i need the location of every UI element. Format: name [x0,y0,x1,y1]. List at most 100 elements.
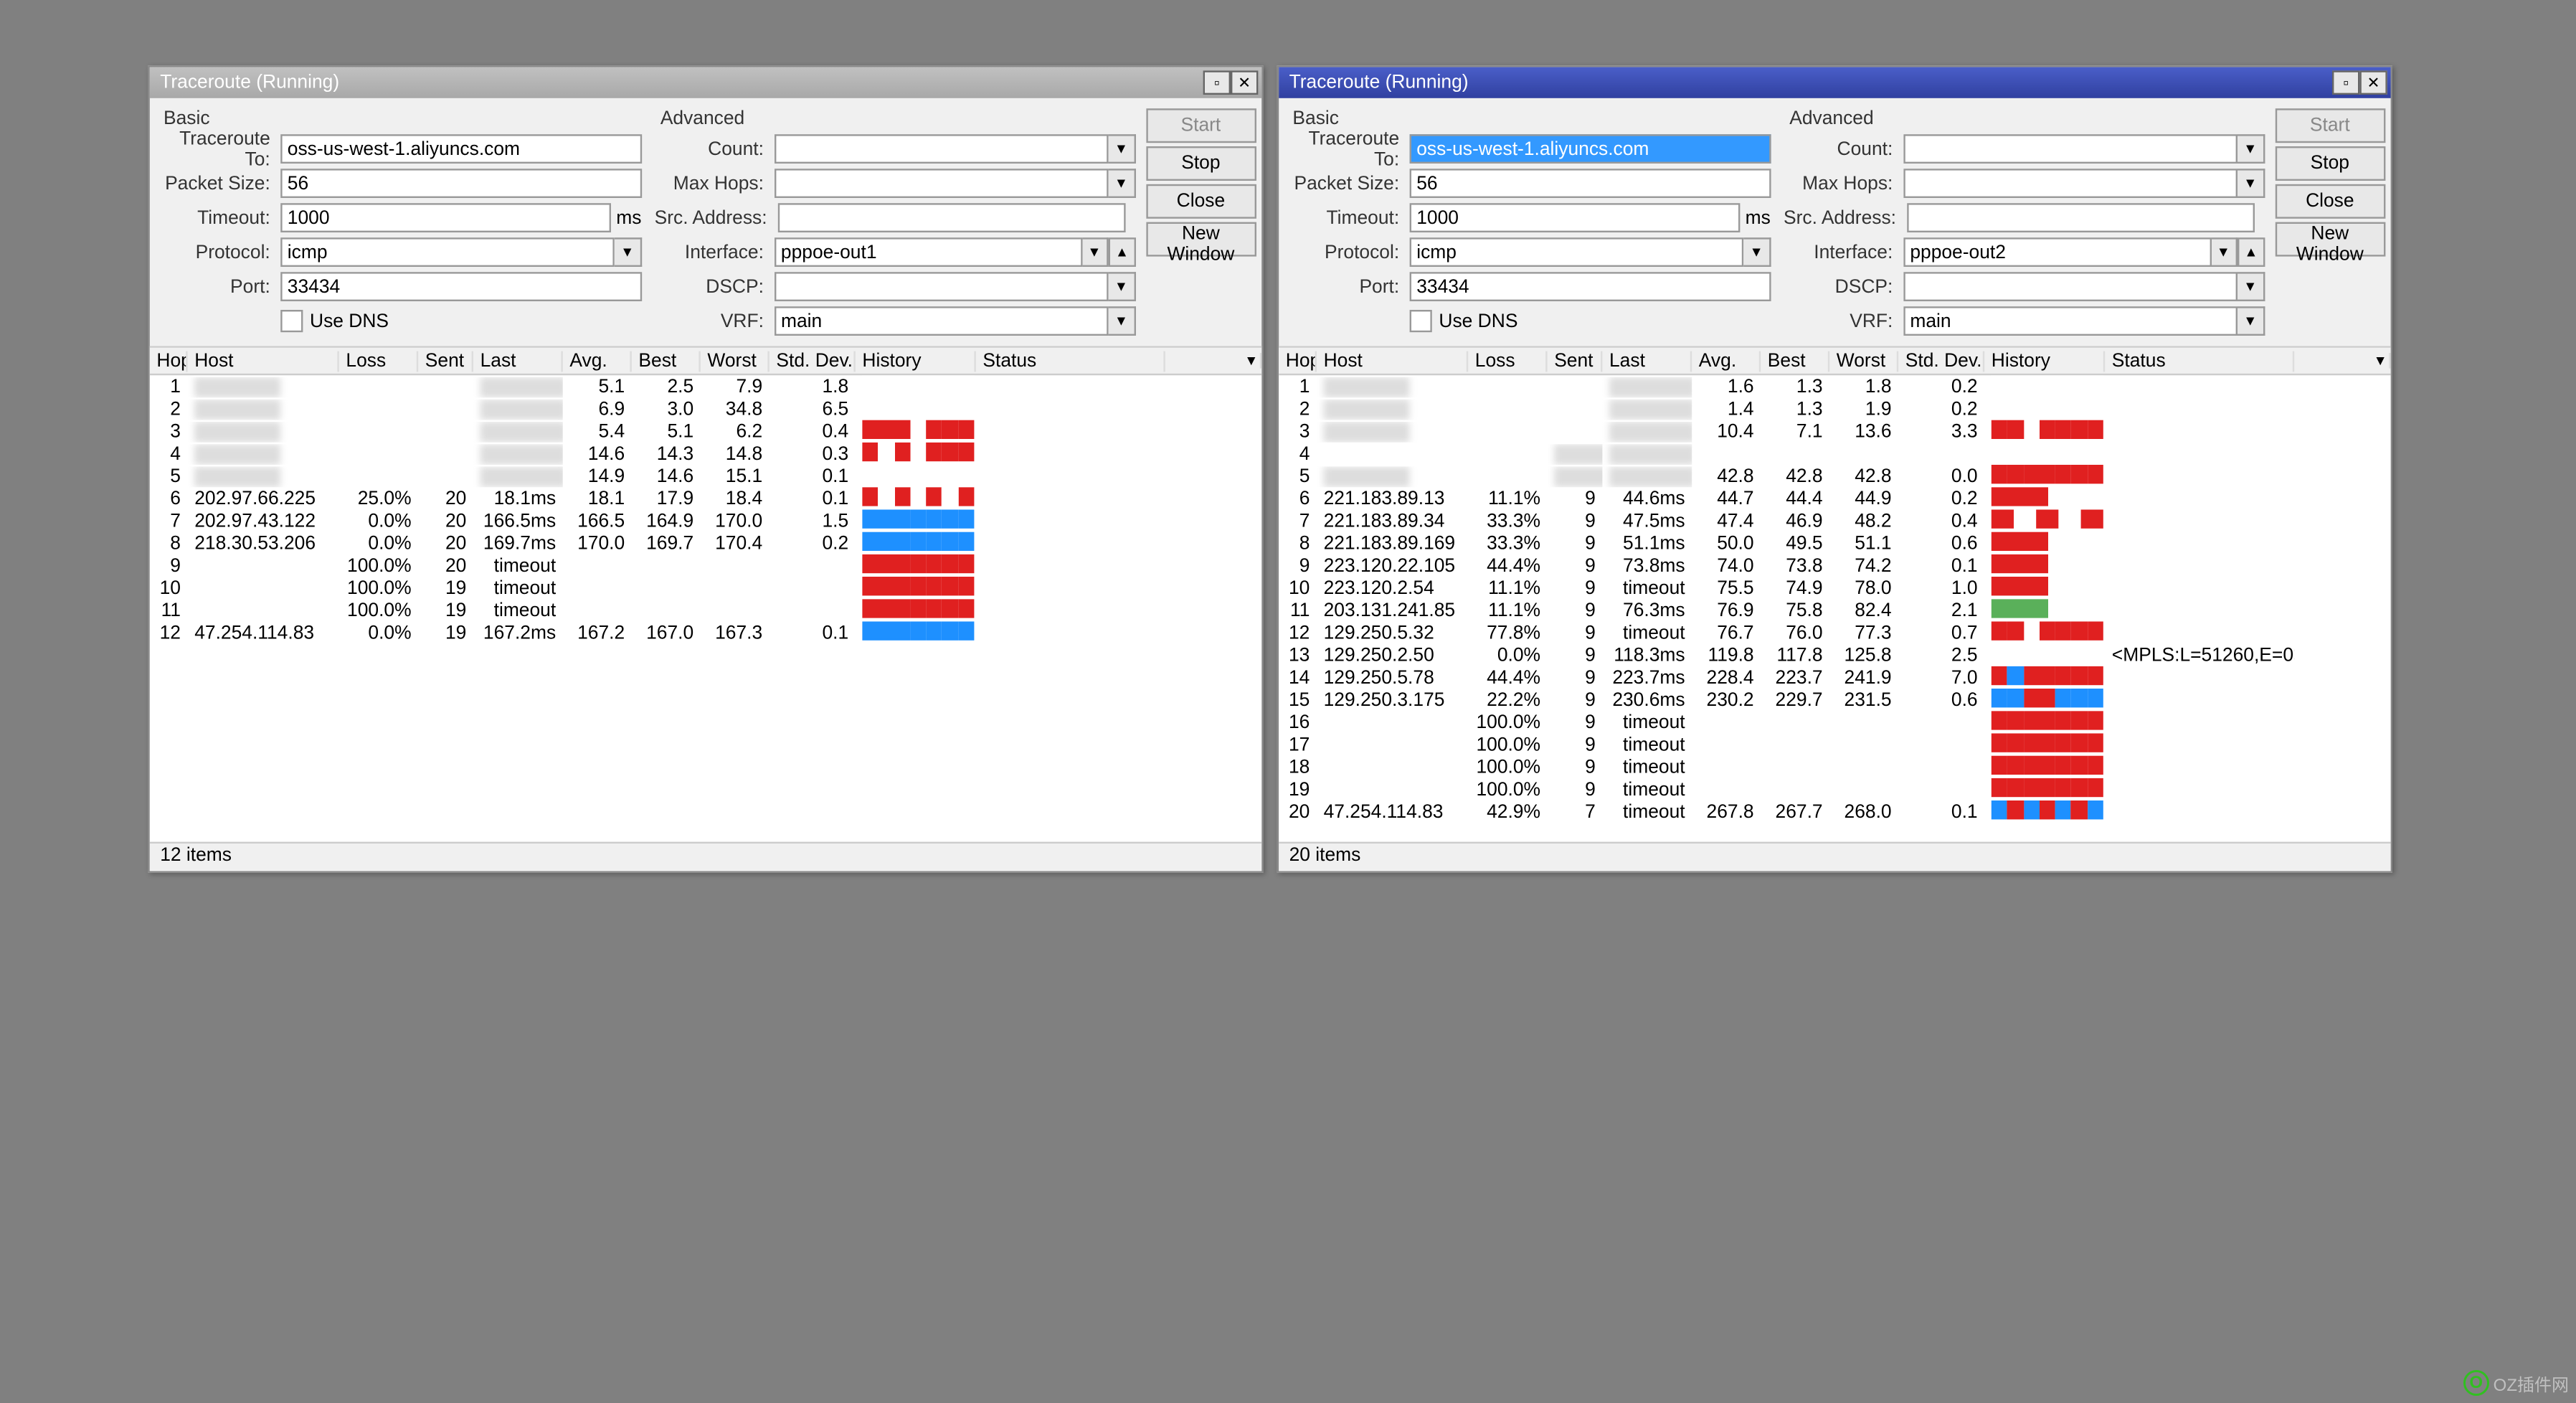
column-header[interactable]: Status [2105,350,2294,371]
column-header[interactable]: Host [1317,350,1468,371]
dscp-dropdown-icon[interactable]: ▼ [1109,272,1135,301]
packet-size-input[interactable] [280,169,642,198]
protocol-input[interactable] [1410,237,1744,267]
minimize-button[interactable]: ▫ [2332,70,2359,95]
table-row[interactable]: 8221.183.89.16933.3%951.1ms50.049.551.10… [1279,532,2390,554]
traceroute-to-input[interactable] [1410,134,1771,164]
column-header[interactable]: Best [1761,350,1829,371]
interface-up-icon[interactable]: ▲ [1109,237,1135,267]
table-row[interactable]: 2xxxxxx1.41.31.90.2 [1279,397,2390,420]
start-button[interactable]: Start [2275,108,2385,143]
src-address-input[interactable] [1906,203,2254,232]
protocol-input[interactable] [280,237,615,267]
timeout-input[interactable] [280,203,611,232]
interface-input[interactable] [774,237,1081,267]
vrf-dropdown-icon[interactable]: ▼ [2238,306,2264,336]
table-row[interactable]: 3xxxxxx10.47.113.63.3 [1279,420,2390,443]
table-row[interactable]: 11203.131.241.8511.1%976.3ms76.975.882.4… [1279,599,2390,621]
table-row[interactable]: 1247.254.114.830.0%19167.2ms167.2167.016… [150,621,1261,643]
column-header[interactable]: Host [188,350,339,371]
minimize-button[interactable]: ▫ [1203,70,1231,95]
count-dropdown-icon[interactable]: ▼ [1109,134,1135,164]
protocol-dropdown-icon[interactable]: ▼ [615,237,642,267]
port-input[interactable] [1410,272,1771,301]
column-header[interactable]: Std. Dev. [1898,350,1984,371]
count-dropdown-icon[interactable]: ▼ [2238,134,2264,164]
table-row[interactable]: 2xxxxxx6.93.034.86.5 [150,397,1261,420]
timeout-input[interactable] [1410,203,1741,232]
table-row[interactable]: 4xxxxxx [1279,443,2390,465]
column-menu-icon[interactable]: ▼ [1238,353,1262,369]
table-row[interactable]: 5xxxxxx14.914.615.10.1 [150,465,1261,487]
vrf-input[interactable] [1903,306,2238,336]
column-header[interactable]: Last [1602,350,1692,371]
count-input[interactable] [1903,134,2238,164]
table-row[interactable]: 19100.0%9timeout [1279,778,2390,800]
table-row[interactable]: 10100.0%19timeout [150,577,1261,599]
interface-dropdown-icon[interactable]: ▼ [2211,237,2238,267]
column-header[interactable]: Loss [339,350,418,371]
table-row[interactable]: 9223.120.22.10544.4%973.8ms74.073.874.20… [1279,554,2390,577]
table-row[interactable]: 2047.254.114.8342.9%7timeout267.8267.726… [1279,800,2390,823]
max-hops-dropdown-icon[interactable]: ▼ [1109,169,1135,198]
column-header[interactable]: History [856,350,976,371]
column-header[interactable]: Hop [150,350,188,371]
packet-size-input[interactable] [1410,169,1771,198]
column-menu-icon[interactable]: ▼ [2367,353,2391,369]
table-row[interactable]: 7202.97.43.1220.0%20166.5ms166.5164.9170… [150,509,1261,532]
stop-button[interactable]: Stop [2275,146,2385,181]
table-row[interactable]: 6221.183.89.1311.1%944.6ms44.744.444.90.… [1279,487,2390,509]
max-hops-dropdown-icon[interactable]: ▼ [2238,169,2264,198]
dscp-input[interactable] [774,272,1109,301]
column-header[interactable]: Avg. [563,350,632,371]
column-header[interactable]: Std. Dev. [770,350,856,371]
use-dns-checkbox[interactable] [1410,310,1432,332]
protocol-dropdown-icon[interactable]: ▼ [1743,237,1771,267]
column-header[interactable]: Loss [1468,350,1547,371]
table-row[interactable]: 1xxxxxx5.12.57.91.8 [150,375,1261,397]
column-header[interactable]: History [1984,350,2105,371]
table-row[interactable]: 13129.250.2.500.0%9118.3ms119.8117.8125.… [1279,644,2390,666]
column-header[interactable]: Worst [701,350,770,371]
start-button[interactable]: Start [1146,108,1256,143]
interface-dropdown-icon[interactable]: ▼ [1081,237,1108,267]
table-row[interactable]: 14129.250.5.7844.4%9223.7ms228.4223.7241… [1279,666,2390,689]
stop-button[interactable]: Stop [1146,146,1256,181]
table-row[interactable]: 10223.120.2.5411.1%9timeout75.574.978.01… [1279,577,2390,599]
interface-input[interactable] [1903,237,2211,267]
column-header[interactable]: Worst [1829,350,1898,371]
table-row[interactable]: 15129.250.3.17522.2%9230.6ms230.2229.723… [1279,689,2390,711]
close-button[interactable]: ✕ [1231,70,1258,95]
table-row[interactable]: 12129.250.5.3277.8%9timeout76.776.077.30… [1279,621,2390,643]
max-hops-input[interactable] [774,169,1109,198]
vrf-dropdown-icon[interactable]: ▼ [1109,306,1135,336]
column-header[interactable]: Sent [1548,350,1603,371]
table-row[interactable]: 18100.0%9timeout [1279,756,2390,778]
column-header[interactable]: Avg. [1692,350,1761,371]
table-row[interactable]: 3xxxxxx5.45.16.20.4 [150,420,1261,443]
max-hops-input[interactable] [1903,169,2238,198]
dscp-input[interactable] [1903,272,2238,301]
titlebar[interactable]: Traceroute (Running)▫✕ [150,67,1261,98]
column-header[interactable]: Sent [418,350,473,371]
table-row[interactable]: 4xxxxxx14.614.314.80.3 [150,443,1261,465]
close-button[interactable]: Close [2275,184,2385,219]
interface-up-icon[interactable]: ▲ [2238,237,2264,267]
table-row[interactable]: 6202.97.66.22525.0%2018.1ms18.117.918.40… [150,487,1261,509]
use-dns-checkbox[interactable] [280,310,303,332]
close-button[interactable]: ✕ [2359,70,2387,95]
table-row[interactable]: 9100.0%20timeout [150,554,1261,577]
column-header[interactable]: Best [632,350,701,371]
traceroute-to-input[interactable] [280,134,642,164]
table-row[interactable]: 5xxxxxxxxx42.842.842.80.0 [1279,465,2390,487]
new-window-button[interactable]: New Window [1146,222,1256,257]
column-header[interactable]: Last [473,350,563,371]
titlebar[interactable]: Traceroute (Running)▫✕ [1279,67,2390,98]
column-header[interactable]: Hop [1279,350,1317,371]
table-row[interactable]: 8218.30.53.2060.0%20169.7ms170.0169.7170… [150,532,1261,554]
close-button[interactable]: Close [1146,184,1256,219]
table-row[interactable]: 7221.183.89.3433.3%947.5ms47.446.948.20.… [1279,509,2390,532]
count-input[interactable] [774,134,1109,164]
table-row[interactable]: 11100.0%19timeout [150,599,1261,621]
table-row[interactable]: 1xxxxxx1.61.31.80.2 [1279,375,2390,397]
